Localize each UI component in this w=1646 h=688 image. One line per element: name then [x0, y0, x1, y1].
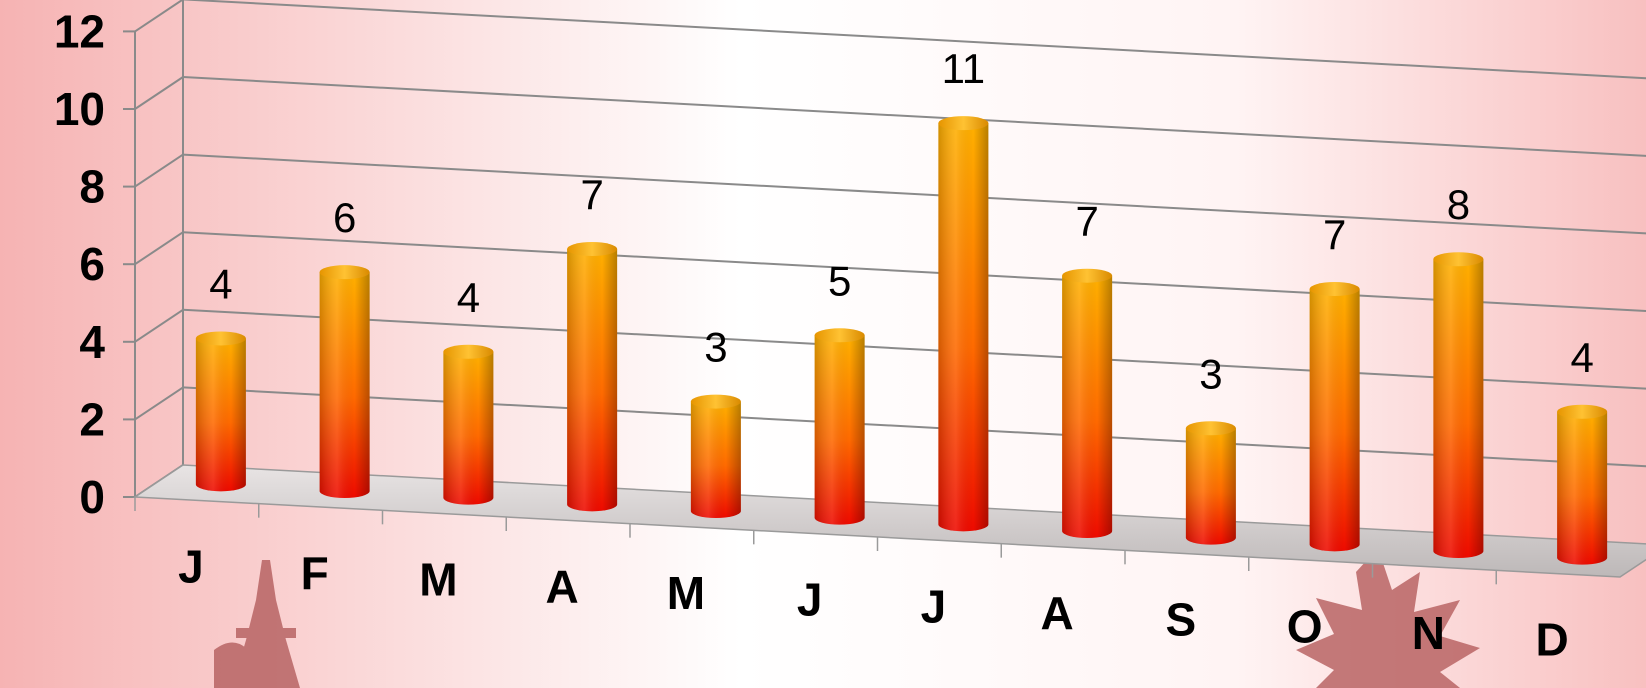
bar-shading [1185, 428, 1236, 545]
bar-shading [319, 272, 370, 499]
gridline [182, 308, 1646, 390]
bar-cap [938, 116, 989, 131]
gridline [182, 76, 1646, 157]
bar-cap [690, 394, 741, 409]
bar [1433, 252, 1484, 558]
x-tick-label: M [419, 554, 457, 606]
y-tick-label: 12 [54, 5, 105, 57]
bar [567, 242, 618, 512]
bar-shading [195, 338, 246, 492]
bar-shading [1062, 275, 1113, 538]
eiffel-tower-watermark-icon [214, 560, 300, 688]
data-label: 7 [1075, 198, 1098, 245]
gridline-side [134, 231, 184, 266]
y-tick-label: 8 [79, 161, 105, 213]
gridline [182, 0, 1646, 80]
data-label: 4 [209, 260, 232, 307]
gridline [182, 153, 1646, 235]
x-tick-label: A [1041, 587, 1074, 639]
data-label: 11 [942, 45, 986, 92]
y-tick-label: 6 [79, 238, 105, 290]
x-tick-label: F [301, 547, 329, 599]
bar [814, 328, 865, 525]
bar-cap [319, 265, 370, 280]
bar-shading [690, 401, 741, 518]
bar [1309, 282, 1360, 552]
data-label: 4 [1570, 334, 1593, 381]
y-tick-label: 2 [79, 393, 105, 445]
x-tick-label: A [546, 560, 579, 612]
x-tick-label: M [667, 567, 705, 619]
y-tick-label: 10 [54, 83, 105, 135]
gridline-side [134, 0, 184, 33]
bar-cap [1185, 421, 1236, 436]
bar-shading [814, 335, 865, 525]
bar [319, 265, 370, 499]
bar [1062, 268, 1113, 538]
bar-shading [1309, 289, 1360, 552]
bar-cap [1433, 252, 1484, 267]
grid-layer [123, 0, 1646, 498]
x-tick-label: J [921, 580, 947, 632]
bar-shading [1557, 411, 1608, 565]
y-tick-label: 0 [79, 471, 105, 523]
data-labels: 4 6 4 7 3 5 11 7 3 7 8 4 [209, 45, 1594, 397]
gridline-side [134, 153, 184, 188]
x-tick-label: N [1412, 607, 1445, 659]
gridline [182, 386, 1646, 468]
x-tick-label: J [797, 574, 823, 626]
bar-cap [814, 328, 865, 343]
gridline-side [134, 76, 184, 110]
bar-cap [443, 344, 494, 359]
data-label: 3 [1199, 350, 1222, 397]
gridline-side [134, 308, 184, 343]
y-tick-label: 4 [79, 316, 105, 368]
bar-cap [1309, 282, 1360, 297]
bar [1185, 421, 1236, 545]
bar-cap [1062, 268, 1113, 283]
bar-cap [567, 242, 618, 257]
data-label: 3 [704, 324, 727, 371]
bar [443, 344, 494, 505]
bar [1557, 404, 1608, 565]
gridline [182, 231, 1646, 313]
data-label: 4 [457, 274, 480, 321]
x-axis-ticks: J F M A M J J A S O N D [134, 497, 1569, 666]
data-label: 6 [333, 194, 356, 241]
data-label: 7 [580, 171, 603, 218]
bar-shading [1433, 259, 1484, 558]
bar-cap [195, 331, 246, 346]
bar-shading [567, 249, 618, 512]
data-label: 7 [1323, 211, 1346, 258]
bar [195, 331, 246, 492]
bar [938, 116, 989, 532]
y-axis-ticks: 0 2 4 6 8 10 12 [54, 5, 106, 523]
maple-leaf-watermark-icon [1296, 548, 1480, 688]
bar-shading [938, 123, 989, 532]
bar-cap [1557, 404, 1608, 419]
data-label: 8 [1447, 181, 1470, 228]
bar [690, 394, 741, 518]
x-tick-label: S [1166, 594, 1197, 646]
data-label: 5 [828, 257, 851, 304]
bar-shading [443, 351, 494, 505]
gridline-side [134, 386, 184, 421]
x-tick-label: D [1536, 614, 1569, 666]
bars [195, 116, 1608, 565]
x-tick-label: O [1287, 600, 1323, 652]
x-tick-label: J [178, 540, 204, 592]
